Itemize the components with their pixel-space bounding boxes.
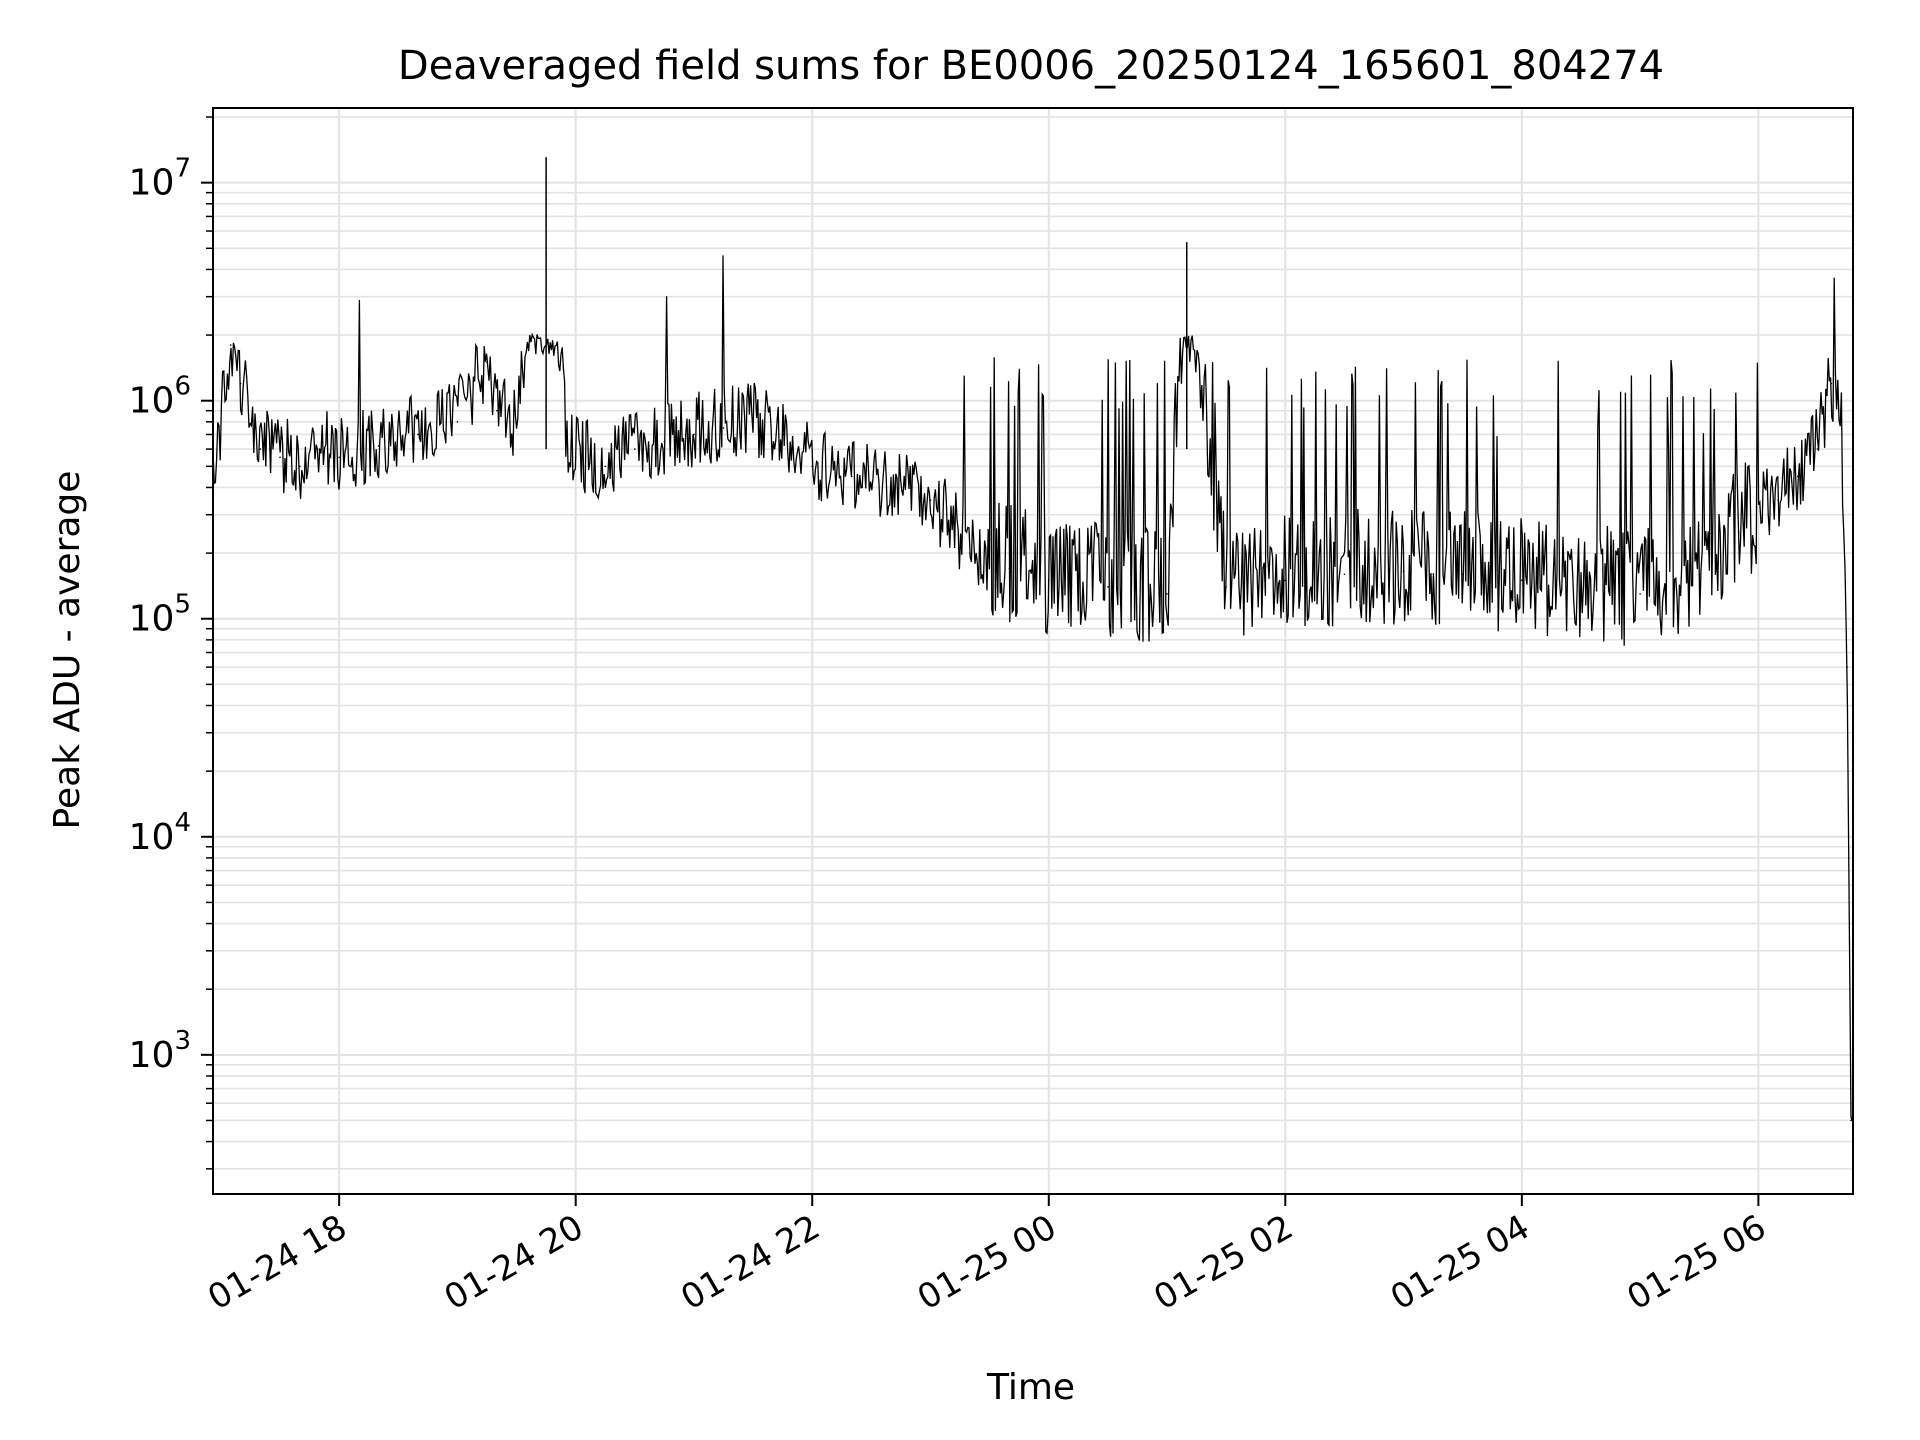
- data-point: [1166, 593, 1168, 595]
- data-point: [1047, 579, 1050, 582]
- data-point: [1846, 666, 1848, 668]
- data-point: [1840, 409, 1842, 412]
- data-point: [318, 448, 321, 450]
- y-tick-label: 105: [129, 590, 191, 640]
- data-point: [298, 465, 301, 468]
- data-point: [604, 465, 607, 468]
- data-point: [890, 486, 892, 489]
- data-point: [1284, 579, 1287, 582]
- data-point: [752, 421, 754, 423]
- data-point: [1008, 567, 1011, 570]
- data-point: [781, 433, 784, 436]
- data-point: [456, 421, 459, 423]
- data-point: [1461, 573, 1464, 576]
- data-point: [1580, 586, 1582, 588]
- data-point: [1816, 448, 1819, 450]
- y-tick-label: 106: [129, 372, 191, 422]
- plot-frame: [212, 107, 1854, 1195]
- data-point: [338, 456, 340, 459]
- data-point: [377, 445, 380, 447]
- data-point: [1830, 382, 1833, 385]
- data-point: [1850, 1119, 1852, 1122]
- data-point: [565, 433, 567, 436]
- data-point: [1402, 570, 1405, 573]
- y-tick-label: 107: [129, 154, 191, 204]
- data-point: [496, 409, 498, 412]
- data-point: [722, 427, 725, 429]
- y-axis: 103 104 105 106 107: [129, 116, 213, 1170]
- data-point: [1737, 531, 1740, 533]
- data-point: [969, 552, 971, 554]
- x-axis-label: Time: [986, 1367, 1075, 1408]
- y-axis-label: Peak ADU - average: [47, 471, 88, 830]
- data-point: [1225, 586, 1227, 588]
- chart-title: Deaveraged field sums for BE0006_2025012…: [398, 43, 1664, 89]
- data-point: [929, 499, 932, 501]
- data-point: [1343, 573, 1346, 576]
- data-point: [229, 344, 232, 346]
- y-tick-label: 103: [129, 1026, 191, 1076]
- data-point: [634, 448, 636, 450]
- data-point: [486, 361, 488, 364]
- data-point: [811, 465, 814, 468]
- data-point: [850, 475, 853, 478]
- data-point: [1698, 573, 1701, 576]
- data-point: [574, 456, 577, 459]
- data-point: [663, 440, 666, 443]
- data-point: [1797, 475, 1799, 478]
- series-layer: [212, 157, 1853, 1122]
- data-point: [1521, 579, 1523, 582]
- data-point: [259, 448, 262, 450]
- data-point: [515, 427, 518, 429]
- data-point: [693, 433, 695, 436]
- data-point: [239, 382, 242, 385]
- y-tick-label: 104: [129, 808, 191, 858]
- data-point: [417, 433, 419, 436]
- data-point: [1639, 593, 1641, 595]
- series-line: [212, 255, 1853, 1121]
- data-point: [1777, 499, 1779, 501]
- data-point: [1107, 586, 1109, 588]
- grid: [213, 108, 1853, 1194]
- data-point: [279, 456, 281, 459]
